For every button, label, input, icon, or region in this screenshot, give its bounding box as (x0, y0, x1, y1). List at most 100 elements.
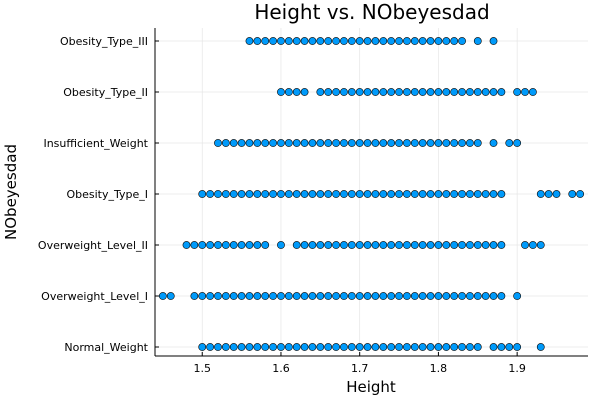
scatter-point (473, 241, 482, 249)
scatter-point (324, 343, 333, 351)
scatter-point (387, 88, 396, 96)
scatter-point (403, 190, 411, 198)
scatter-point (347, 37, 356, 45)
x-ticks: 1.5 1.6 1.7 1.8 1.9 (193, 352, 526, 375)
scatter-point (308, 292, 317, 300)
y-tick-label: Obesity_Type_II (63, 86, 148, 99)
scatter-point (316, 343, 325, 351)
scatter-point (269, 292, 277, 300)
scatter-point (284, 190, 293, 198)
scatter-point (395, 37, 403, 45)
scatter-point (221, 343, 230, 351)
scatter-point (426, 139, 435, 147)
scatter-point (300, 139, 309, 147)
y-tick-label: Normal_Weight (64, 341, 148, 354)
scatter-point (466, 139, 474, 147)
scatter-point (410, 88, 419, 96)
scatter-point (513, 292, 522, 300)
scatter-point (229, 241, 238, 249)
y-tick-label: Obesity_Type_I (66, 188, 148, 201)
scatter-point (332, 241, 340, 249)
scatter-point (568, 190, 577, 198)
scatter-point (332, 190, 340, 198)
scatter-point (544, 190, 553, 198)
scatter-point (214, 241, 222, 249)
scatter-point (355, 241, 364, 249)
scatter-point (316, 88, 325, 96)
scatter-point (182, 241, 191, 249)
scatter-point (332, 343, 340, 351)
scatter-point (355, 292, 364, 300)
scatter-point (489, 190, 498, 198)
scatter-point (371, 139, 380, 147)
scatter-point (166, 292, 175, 300)
scatter-point (363, 241, 372, 249)
scatter-point (521, 88, 529, 96)
scatter-point (410, 190, 419, 198)
scatter-point (292, 343, 301, 351)
scatter-point (363, 88, 372, 96)
scatter-point (229, 139, 238, 147)
y-ticks: Normal_Weight Overweight_Level_I Overweigh… (38, 35, 159, 354)
scatter-point (284, 292, 293, 300)
scatter-point (489, 292, 498, 300)
scatter-point (214, 343, 222, 351)
scatter-point (277, 343, 285, 351)
scatter-point (284, 139, 293, 147)
scatter-point (481, 88, 490, 96)
scatter-point (300, 88, 309, 96)
scatter-point (261, 292, 270, 300)
scatter-point (308, 190, 317, 198)
scatter-point (363, 292, 372, 300)
scatter-point (481, 292, 490, 300)
scatter-point (426, 292, 435, 300)
scatter-point (458, 139, 466, 147)
scatter-point (340, 190, 348, 198)
scatter-point (418, 139, 427, 147)
scatter-point (536, 241, 545, 249)
scatter-point (363, 190, 372, 198)
scatter-point (458, 292, 466, 300)
scatter-point (481, 241, 490, 249)
scatter-point (347, 139, 356, 147)
scatter-point (576, 190, 585, 198)
scatter-point (379, 88, 388, 96)
scatter-point (355, 190, 364, 198)
scatter-point (308, 139, 317, 147)
scatter-point (340, 88, 348, 96)
scatter-point (434, 343, 443, 351)
scatter-point (426, 343, 435, 351)
scatter-point (292, 37, 301, 45)
chart-title: Height vs. NObeyesdad (254, 0, 489, 24)
scatter-point (426, 88, 435, 96)
scatter-point (324, 241, 333, 249)
scatter-point (245, 37, 254, 45)
scatter-point (277, 37, 285, 45)
scatter-point (528, 88, 537, 96)
scatter-point (371, 241, 380, 249)
scatter-point (379, 292, 388, 300)
y-tick-label: Obesity_Type_III (60, 35, 148, 48)
scatter-point (229, 343, 238, 351)
scatter-point (442, 139, 451, 147)
x-axis-label: Height (346, 378, 396, 396)
scatter-point (552, 190, 561, 198)
scatter-point (190, 292, 199, 300)
scatter-point (221, 139, 230, 147)
scatter-point (371, 37, 380, 45)
scatter-point (513, 88, 522, 96)
scatter-point (473, 37, 482, 45)
scatter-point (292, 88, 301, 96)
scatter-point (536, 190, 545, 198)
scatter-point (253, 292, 262, 300)
scatter-point (261, 343, 270, 351)
scatter-point (395, 343, 403, 351)
scatter-point (395, 190, 403, 198)
scatter-point (221, 241, 230, 249)
scatter-point (292, 190, 301, 198)
scatter-point (458, 343, 466, 351)
scatter-point (292, 292, 301, 300)
data-points (158, 37, 585, 351)
axes (154, 28, 588, 357)
scatter-point (450, 241, 459, 249)
